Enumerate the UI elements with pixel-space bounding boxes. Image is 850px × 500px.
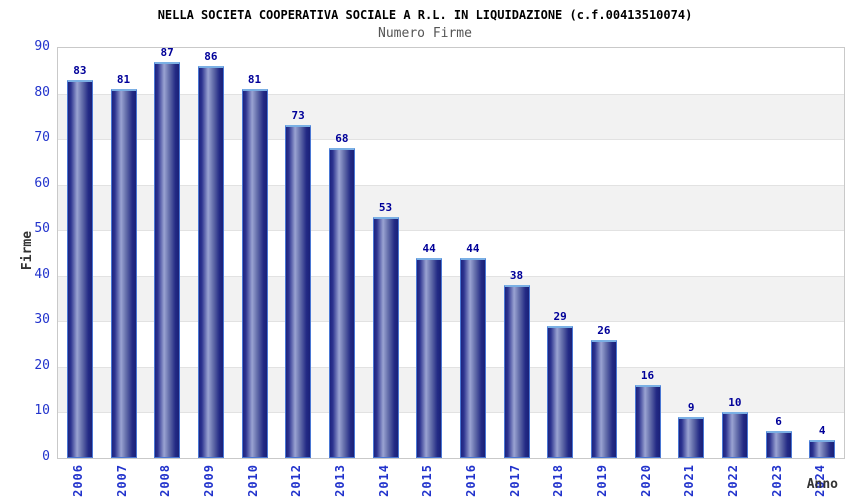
- bar-value-label: 53: [378, 200, 393, 214]
- bar-value-label: 87: [160, 45, 174, 59]
- x-tick-label: 2006: [70, 464, 85, 497]
- bar-value-label: 81: [116, 73, 131, 86]
- bar-value-label: 16: [640, 369, 655, 383]
- bar: [416, 257, 443, 458]
- y-tick-label: 30: [34, 312, 50, 328]
- y-tick-label: 10: [34, 403, 50, 419]
- chart-title: NELLA SOCIETA COOPERATIVA SOCIALE A R.L.…: [157, 8, 693, 22]
- bar: [459, 257, 486, 458]
- bar: [547, 325, 574, 458]
- y-tick-label: 0: [42, 449, 50, 464]
- gridline: [58, 93, 844, 95]
- bar: [110, 89, 137, 458]
- bar-value-label: 26: [597, 323, 611, 337]
- bar: [372, 216, 399, 458]
- gridline: [58, 412, 844, 414]
- x-tick-label: 2023: [769, 464, 784, 497]
- x-tick-label: 2015: [420, 464, 435, 497]
- bar: [590, 339, 617, 458]
- x-tick-label: 2022: [725, 464, 740, 497]
- x-tick-label: 2019: [594, 464, 609, 497]
- x-axis-title: Anno: [806, 477, 838, 492]
- y-tick-label: 90: [34, 39, 50, 54]
- y-tick-label: 70: [34, 130, 50, 146]
- bar: [678, 417, 705, 458]
- gridline: [58, 184, 844, 186]
- bar: [66, 79, 93, 458]
- y-tick-label: 50: [34, 221, 50, 237]
- x-tick-label: 2018: [551, 464, 566, 497]
- bar-value-label: 29: [553, 309, 567, 323]
- bar-value-label: 68: [335, 132, 349, 146]
- bar-value-label: 10: [728, 396, 742, 410]
- x-tick-label: 2012: [289, 464, 304, 497]
- y-tick-label: 40: [34, 266, 50, 282]
- y-tick-label: 60: [34, 175, 50, 191]
- y-tick-label: 80: [34, 84, 50, 100]
- x-tick-label: 2010: [245, 464, 260, 497]
- gridline: [58, 366, 844, 368]
- bar-value-label: 83: [73, 63, 87, 77]
- plot-band: [58, 93, 844, 140]
- gridline: [58, 139, 844, 141]
- gridline: [58, 321, 844, 323]
- bar: [154, 61, 181, 458]
- bar-value-label: 6: [775, 414, 782, 428]
- plot-band: [58, 275, 844, 322]
- bar: [197, 66, 224, 458]
- x-tick-label: 2008: [158, 464, 173, 497]
- x-tick-label: 2013: [332, 464, 347, 497]
- bar: [241, 89, 268, 458]
- gridline: [58, 275, 844, 277]
- bar: [809, 439, 836, 458]
- bar: [721, 412, 748, 458]
- plot-band: [58, 184, 844, 231]
- gridline: [58, 230, 844, 232]
- bar-value-label: 38: [509, 268, 524, 282]
- x-tick-label: 2017: [507, 464, 522, 497]
- x-tick-label: 2016: [463, 464, 478, 497]
- bar: [285, 125, 312, 458]
- x-tick-label: 2021: [682, 464, 697, 497]
- bar-value-label: 73: [291, 109, 305, 123]
- bar-value-label: 86: [204, 50, 218, 64]
- bar-value-label: 44: [466, 241, 480, 255]
- x-tick-label: 2020: [638, 464, 653, 497]
- y-tick-label: 20: [34, 357, 50, 373]
- bar-value-label: 81: [247, 73, 262, 86]
- x-tick-label: 2009: [201, 464, 216, 497]
- plot-area: 83 81 87 86 81 73 68 53 44 44 38 29 26 16 9 10 6 4: [57, 45, 845, 459]
- x-tick-label: 2007: [114, 464, 129, 497]
- bar: [765, 430, 792, 458]
- bar-value-label: 4: [818, 423, 826, 437]
- bar: [634, 385, 661, 458]
- bar: [328, 148, 355, 458]
- bar: [503, 284, 530, 458]
- bar-value-label: 9: [687, 401, 695, 414]
- x-tick-label: 2014: [376, 464, 391, 497]
- bar-value-label: 44: [422, 241, 436, 255]
- plot-band: [58, 366, 844, 413]
- chart-subtitle: Numero Firme: [378, 26, 472, 41]
